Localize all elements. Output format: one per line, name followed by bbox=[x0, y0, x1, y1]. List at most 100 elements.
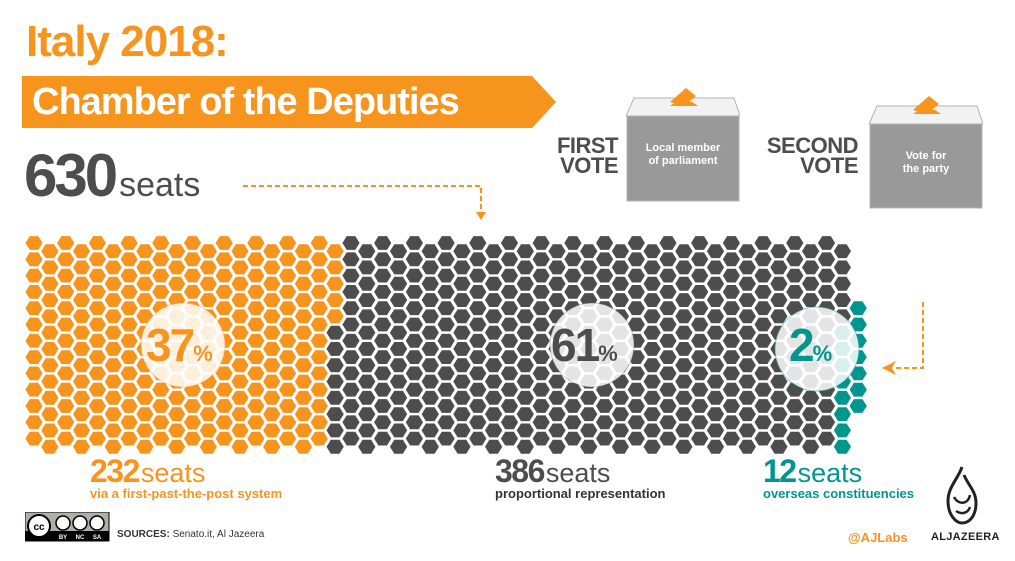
seat-hexagon bbox=[802, 390, 820, 405]
seat-hexagon bbox=[136, 407, 154, 422]
seat-hexagon bbox=[548, 407, 566, 422]
seat-hexagon bbox=[802, 423, 820, 438]
seat-hexagon bbox=[25, 252, 43, 267]
seat-hexagon bbox=[231, 390, 249, 405]
seat-hexagon bbox=[675, 309, 693, 324]
seat-hexagon bbox=[485, 390, 503, 405]
seat-hexagon bbox=[152, 268, 170, 283]
seat-hexagon bbox=[611, 390, 629, 405]
seat-hexagon bbox=[722, 317, 740, 332]
seat-hexagon bbox=[437, 301, 455, 316]
seat-hexagon bbox=[104, 325, 122, 340]
seat-hexagon bbox=[627, 366, 645, 381]
seat-hexagon bbox=[57, 431, 75, 446]
seat-hexagon bbox=[120, 301, 138, 316]
seat-hexagon bbox=[516, 423, 534, 438]
seat-hexagon bbox=[310, 317, 328, 332]
seat-hexagon bbox=[786, 431, 804, 446]
seat-hexagon bbox=[374, 382, 392, 397]
seat-unit: seats bbox=[140, 458, 206, 488]
seat-hexagon bbox=[627, 301, 645, 316]
seat-hexagon bbox=[437, 415, 455, 430]
seat-hexagon bbox=[263, 293, 281, 307]
seat-hexagon bbox=[231, 260, 249, 275]
seat-hexagon bbox=[786, 415, 804, 430]
seat-hexagon bbox=[500, 333, 519, 348]
total-seats-number: 630 bbox=[24, 142, 118, 209]
seat-hexagon bbox=[199, 423, 217, 438]
seat-hexagon bbox=[104, 439, 122, 454]
seat-hexagon bbox=[516, 407, 534, 422]
seat-unit: seats bbox=[545, 458, 611, 488]
seat-hexagon bbox=[469, 366, 487, 381]
seat-hexagon bbox=[532, 301, 550, 316]
seat-hexagon bbox=[453, 342, 471, 356]
ajlabs-handle[interactable]: @AJLabs bbox=[848, 530, 908, 545]
seat-hexagon bbox=[405, 415, 423, 430]
seat-hexagon bbox=[469, 333, 487, 348]
seat-hexagon bbox=[57, 285, 75, 299]
seat-hexagon bbox=[833, 390, 851, 405]
seat-hexagon bbox=[57, 350, 75, 364]
seat-hexagon bbox=[643, 358, 661, 373]
percent-proportional: 61% bbox=[551, 322, 618, 368]
seat-hexagon bbox=[659, 415, 677, 430]
seat-hexagon bbox=[786, 252, 804, 267]
seat-hexagon bbox=[611, 423, 629, 438]
seat-hexagon bbox=[659, 366, 677, 381]
seat-hexagon bbox=[659, 382, 677, 397]
seat-hexagon bbox=[120, 431, 138, 446]
seat-hexagon bbox=[596, 236, 614, 250]
seat-hexagon bbox=[453, 244, 471, 259]
seat-hexagon bbox=[833, 276, 851, 291]
seat-hexagon bbox=[168, 276, 186, 291]
seat-hexagon bbox=[706, 260, 725, 275]
seat-hexagon bbox=[738, 390, 756, 405]
seat-hexagon bbox=[374, 399, 392, 413]
seat-hexagon bbox=[754, 399, 772, 413]
seat-hexagon bbox=[722, 333, 740, 348]
seat-hexagon bbox=[215, 301, 233, 316]
seat-hexagon bbox=[120, 350, 138, 364]
seat-hexagon bbox=[263, 309, 281, 324]
seat-hexagon bbox=[706, 244, 725, 259]
seat-hexagon bbox=[564, 285, 582, 299]
seat-hexagon bbox=[485, 244, 503, 259]
seat-hexagon bbox=[675, 358, 693, 373]
seat-hexagon bbox=[548, 260, 566, 275]
seat-hexagon bbox=[706, 358, 725, 373]
seat-hexagon bbox=[104, 260, 122, 275]
seat-hexagon bbox=[231, 293, 249, 307]
seat-hexagon bbox=[247, 415, 265, 430]
seat-hexagon bbox=[231, 423, 249, 438]
seat-hexagon bbox=[215, 268, 233, 283]
seat-hexagon bbox=[136, 260, 154, 275]
seat-hexagon bbox=[722, 268, 740, 283]
seat-hexagon bbox=[389, 325, 408, 340]
seat-hexagon bbox=[247, 285, 265, 299]
seat-hexagon bbox=[310, 366, 328, 381]
seat-hexagon bbox=[120, 236, 138, 250]
seat-hexagon bbox=[722, 366, 740, 381]
seat-hexagon bbox=[294, 293, 313, 307]
seat-hexagon bbox=[421, 325, 439, 340]
seat-hexagon bbox=[25, 350, 43, 364]
seat-hexagon bbox=[389, 309, 408, 324]
seat-hexagon bbox=[453, 276, 471, 291]
seat-hexagon bbox=[199, 293, 217, 307]
seat-hexagon bbox=[374, 301, 392, 316]
seat-hexagon bbox=[279, 333, 297, 348]
seat-hexagon bbox=[88, 382, 106, 397]
seat-hexagon bbox=[532, 382, 550, 397]
seat-hexagon bbox=[215, 382, 233, 397]
seat-hexagon bbox=[405, 301, 423, 316]
seat-hexagon bbox=[516, 439, 534, 454]
seat-hexagon bbox=[754, 236, 772, 250]
seat-hexagon bbox=[564, 268, 582, 283]
seat-hexagon bbox=[310, 399, 328, 413]
subtitle-banner bbox=[22, 76, 556, 128]
seat-hexagon bbox=[770, 390, 788, 405]
seat-hexagon bbox=[659, 285, 677, 299]
seat-hexagon bbox=[310, 431, 328, 446]
seat-hexagon bbox=[691, 415, 709, 430]
